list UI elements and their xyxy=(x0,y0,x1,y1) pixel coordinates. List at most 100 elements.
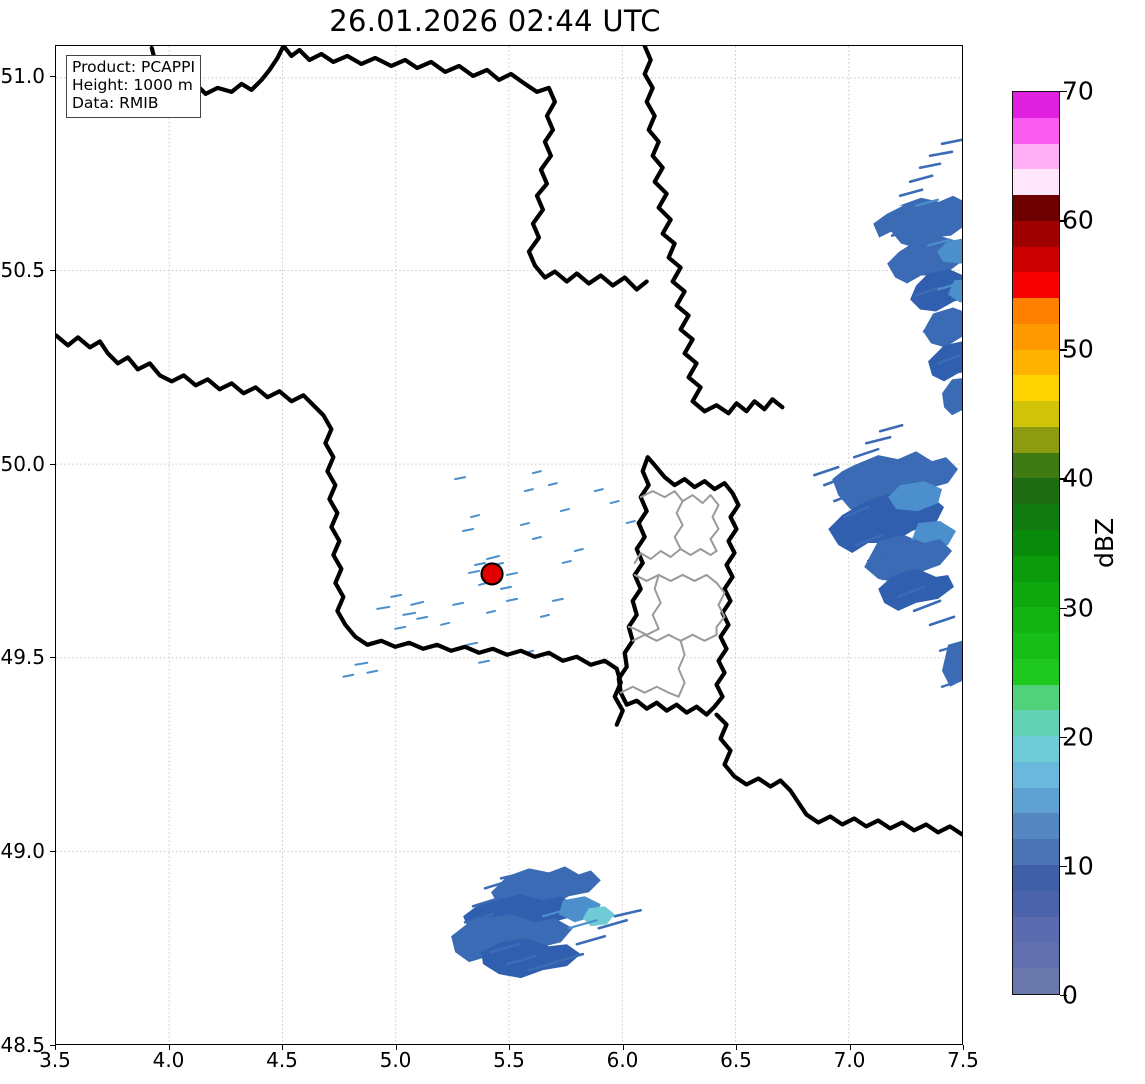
y-tick-mark xyxy=(50,463,55,465)
info-height: Height: 1000 m xyxy=(72,75,193,94)
colorbar-tick-label: 0 xyxy=(1062,980,1078,1010)
x-tick-mark xyxy=(168,1045,170,1050)
colorbar-band xyxy=(1013,710,1059,737)
x-tick-mark xyxy=(849,1045,851,1050)
colorbar-tick-mark xyxy=(1060,220,1067,222)
x-tick-label: 7.0 xyxy=(833,1048,866,1072)
colorbar-band xyxy=(1013,607,1059,634)
x-tick-label: 4.0 xyxy=(152,1048,185,1072)
colorbar-tick-mark xyxy=(1060,607,1067,609)
colorbar-band xyxy=(1013,323,1059,350)
colorbar-band xyxy=(1013,349,1059,376)
colorbar-band xyxy=(1013,813,1059,840)
colorbar-tick-mark xyxy=(1060,995,1067,997)
colorbar-band xyxy=(1013,478,1059,505)
x-tick-mark xyxy=(509,1045,510,1050)
colorbar-tick-mark xyxy=(1060,349,1067,351)
map-plot-area: Product: PCAPPI Height: 1000 m Data: RMI… xyxy=(55,45,963,1045)
colorbar-tick-label: 30 xyxy=(1062,593,1094,623)
colorbar-tick-label: 50 xyxy=(1062,334,1094,364)
y-tick-mark xyxy=(50,76,55,77)
colorbar-tick-label: 10 xyxy=(1062,851,1094,881)
colorbar-tick-mark xyxy=(1060,865,1067,868)
x-tick-label: 4.5 xyxy=(266,1048,298,1072)
colorbar-tick-mark xyxy=(1060,736,1067,739)
colorbar-band xyxy=(1013,787,1059,814)
colorbar-band xyxy=(1013,401,1059,427)
echo-east-edge xyxy=(938,640,962,688)
colorbar-band xyxy=(1013,375,1059,402)
y-tick-label: 49.5 xyxy=(0,645,45,670)
colorbar-band xyxy=(1013,839,1059,865)
echo-radar-speckle xyxy=(342,470,636,678)
colorbar-band xyxy=(1013,169,1059,196)
map-canvas xyxy=(56,46,962,1044)
y-tick-mark xyxy=(50,1045,55,1046)
colorbar-tick-mark xyxy=(1060,478,1067,480)
y-tick-label: 51.0 xyxy=(0,64,45,88)
colorbar-band xyxy=(1013,220,1059,247)
colorbar-tick-label: 70 xyxy=(1062,76,1094,106)
colorbar-band xyxy=(1013,272,1059,299)
colorbar-tick-label: 20 xyxy=(1062,722,1094,752)
y-tick-label: 49.0 xyxy=(0,839,45,864)
colorbar-band xyxy=(1013,736,1059,762)
radar-echo-layer xyxy=(342,138,962,979)
info-data: Data: RMIB xyxy=(72,93,159,112)
colorbar-band xyxy=(1013,195,1059,221)
colorbar-tick-label: 60 xyxy=(1062,205,1094,235)
colorbar-band xyxy=(1013,581,1059,608)
echo-south-cluster xyxy=(451,866,643,979)
colorbar-band xyxy=(1013,864,1059,891)
colorbar-band xyxy=(1013,916,1059,943)
colorbar-band xyxy=(1013,530,1059,556)
info-product: Product: PCAPPI xyxy=(72,58,196,76)
page-title: 26.01.2026 02:44 UTC xyxy=(329,4,661,38)
y-tick-mark xyxy=(50,269,55,271)
colorbar-tick-mark xyxy=(1060,91,1067,93)
x-tick-label: 7.5 xyxy=(947,1048,979,1072)
colorbar-band xyxy=(1013,658,1059,685)
colorbar-band xyxy=(1013,246,1059,273)
y-tick-label: 48.5 xyxy=(0,1033,45,1057)
echo-northeast-upper xyxy=(873,138,962,416)
colorbar-band xyxy=(1013,968,1059,994)
y-tick-mark xyxy=(50,851,55,853)
info-box: Product: PCAPPI Height: 1000 m Data: RMI… xyxy=(66,55,202,118)
colorbar xyxy=(1012,91,1060,995)
x-tick-label: 6.0 xyxy=(606,1048,639,1072)
colorbar-band xyxy=(1013,890,1059,917)
colorbar-band xyxy=(1013,426,1059,453)
y-tick-label: 50.0 xyxy=(0,451,45,476)
y-tick-mark xyxy=(50,657,55,659)
colorbar-band xyxy=(1013,555,1059,582)
x-tick-label: 5.5 xyxy=(493,1048,525,1072)
colorbar-band xyxy=(1013,298,1059,324)
x-tick-mark xyxy=(963,1045,964,1050)
colorbar-band xyxy=(1013,504,1059,531)
country-borders xyxy=(56,46,962,837)
x-tick-mark xyxy=(282,1045,283,1050)
colorbar-band xyxy=(1013,942,1059,969)
colorbar-band xyxy=(1013,633,1059,659)
colorbar-tick-label: 40 xyxy=(1062,463,1094,493)
x-tick-mark xyxy=(736,1045,737,1050)
x-tick-mark xyxy=(395,1045,397,1050)
x-tick-label: 3.5 xyxy=(39,1048,71,1072)
luxembourg-canton-borders xyxy=(619,490,726,698)
colorbar-band xyxy=(1013,143,1059,170)
y-tick-label: 50.5 xyxy=(0,257,45,282)
x-tick-mark xyxy=(55,1045,56,1050)
colorbar-label: dBZ xyxy=(1090,517,1119,568)
x-tick-label: 5.0 xyxy=(379,1048,412,1072)
radar-site-marker[interactable] xyxy=(480,562,504,586)
x-tick-label: 6.5 xyxy=(720,1048,752,1072)
colorbar-band xyxy=(1013,92,1059,118)
colorbar-band xyxy=(1013,117,1059,144)
x-tick-mark xyxy=(622,1045,624,1050)
colorbar-band xyxy=(1013,684,1059,711)
echo-northeast-lower xyxy=(813,423,959,627)
colorbar-band xyxy=(1013,452,1059,479)
colorbar-band xyxy=(1013,761,1059,788)
